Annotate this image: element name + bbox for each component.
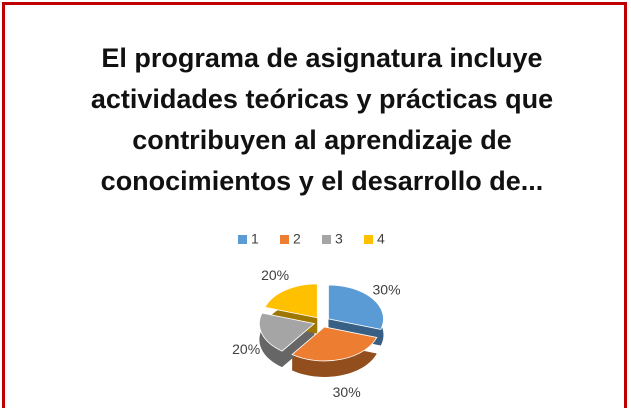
legend-label: 4 <box>377 231 385 247</box>
slice <box>291 326 378 362</box>
data-label: 30% <box>333 384 361 400</box>
slice <box>328 284 384 330</box>
legend-label: 3 <box>335 231 343 247</box>
data-label: 20% <box>232 341 260 357</box>
legend-label: 2 <box>293 231 301 247</box>
legend-label: 1 <box>251 231 259 247</box>
slice <box>258 312 316 352</box>
border-left <box>2 2 5 408</box>
legend-swatch <box>322 235 331 244</box>
legend-swatch <box>280 235 289 244</box>
border-right <box>624 2 627 408</box>
border-top <box>2 2 627 5</box>
data-label: 30% <box>373 282 401 298</box>
data-label: 20% <box>261 267 289 283</box>
chart-title: actividades teóricas y prácticas que <box>91 84 553 114</box>
slice <box>264 283 318 319</box>
chart-title: contribuyen al aprendizaje de <box>132 125 512 155</box>
legend-swatch <box>238 235 247 244</box>
legend-swatch <box>364 235 373 244</box>
chart-title: El programa de asignatura incluye <box>101 43 542 73</box>
chart-title: conocimientos y el desarrollo de... <box>101 166 544 196</box>
